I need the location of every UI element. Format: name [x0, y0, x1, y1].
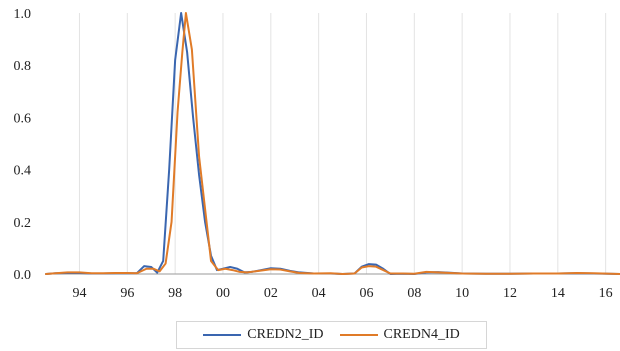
x-tick-label: 08 [407, 286, 421, 301]
legend-label-series-1: CREDN2_ID [247, 327, 324, 342]
x-tick-label: 00 [216, 286, 230, 301]
x-tick-label: 98 [168, 286, 182, 301]
grid-lines [78, 13, 607, 274]
x-axis-tick-labels: 94 96 98 00 02 04 06 08 10 12 14 16 [72, 286, 612, 301]
series-line-1 [45, 12, 620, 275]
y-tick-label: 0.0 [14, 268, 32, 283]
y-tick-label: 0.8 [14, 59, 32, 74]
y-tick-label: 0.2 [14, 216, 32, 231]
legend-label-series-2: CREDN4_ID [383, 327, 460, 342]
x-tick-label: 14 [551, 286, 565, 301]
x-tick-label: 10 [455, 286, 469, 301]
x-tick-label: 94 [72, 286, 86, 301]
x-tick-label: 16 [599, 286, 613, 301]
series-line-2 [45, 12, 620, 275]
x-tick-label: 06 [359, 286, 373, 301]
legend-swatch-series-2 [339, 334, 378, 336]
y-tick-label: 0.6 [14, 111, 32, 126]
chart-legend: CREDN2_ID CREDN4_ID [176, 321, 487, 349]
y-tick-label: 1.0 [14, 7, 32, 22]
y-tick-label: 0.4 [14, 164, 32, 179]
legend-swatch-series-1 [203, 334, 242, 336]
x-tick-label: 04 [312, 286, 326, 301]
legend-entry-series-1: CREDN2_ID [203, 327, 324, 343]
legend-entry-series-2: CREDN4_ID [339, 327, 460, 343]
y-axis-tick-labels: 0.0 0.2 0.4 0.6 0.8 1.0 [14, 7, 32, 283]
x-tick-label: 12 [503, 286, 517, 301]
series-lines [45, 12, 620, 275]
x-tick-label: 02 [264, 286, 278, 301]
x-tick-label: 96 [120, 286, 134, 301]
